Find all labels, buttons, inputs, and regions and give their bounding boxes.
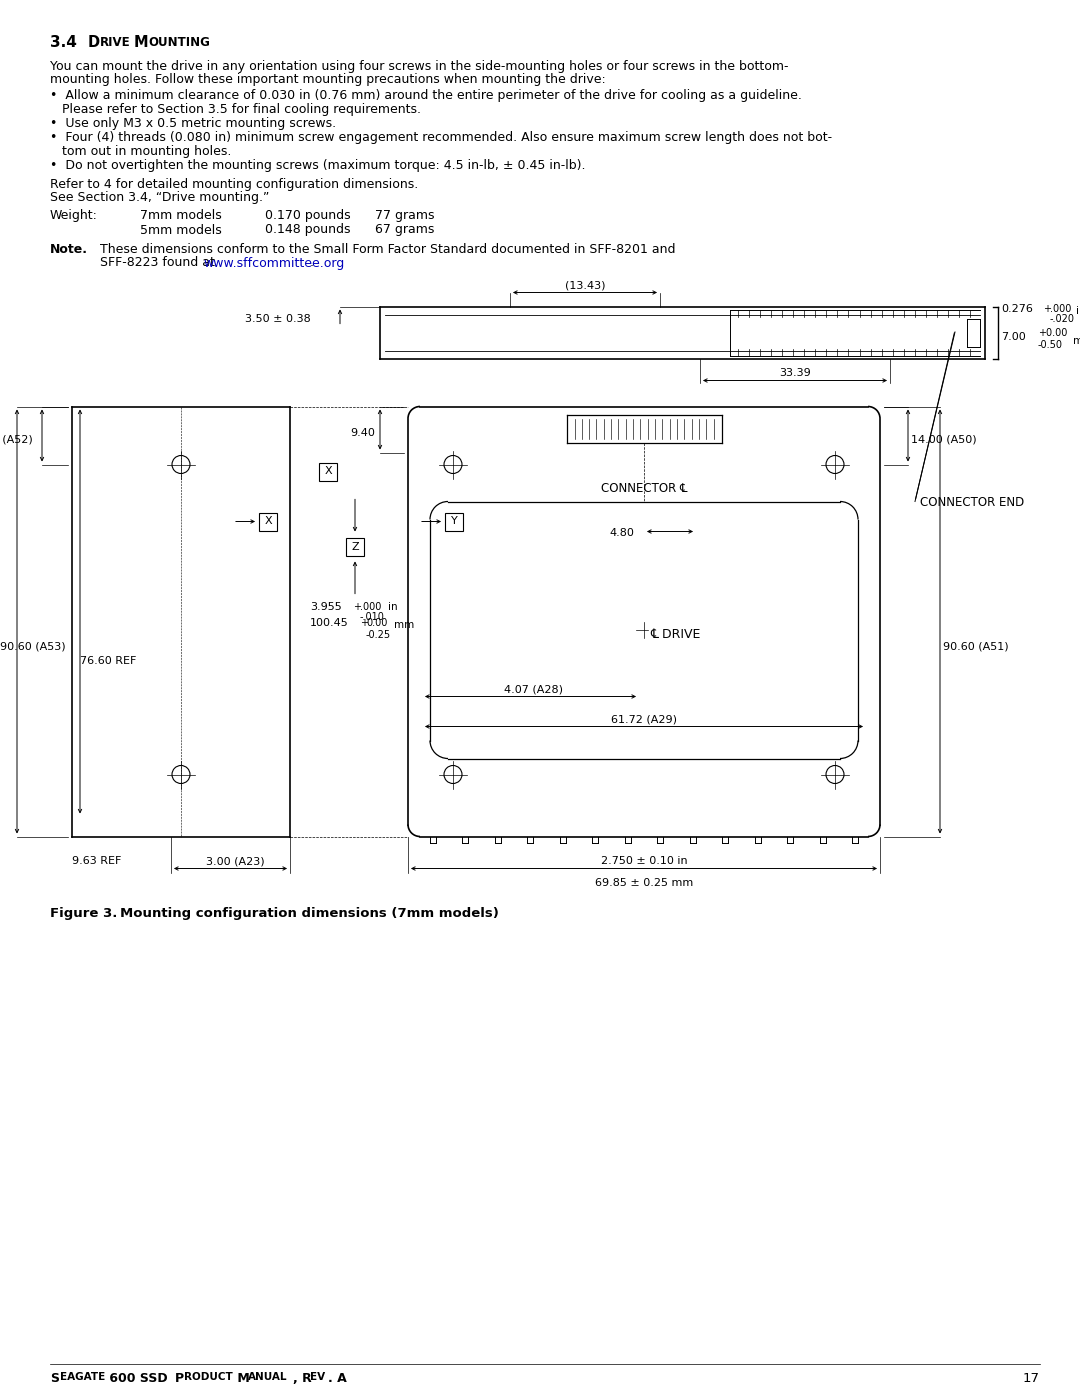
Text: ANUAL: ANUAL bbox=[248, 1372, 287, 1382]
Text: 4.07 (A28): 4.07 (A28) bbox=[503, 685, 563, 694]
Text: 0.00: 0.00 bbox=[366, 619, 388, 629]
Text: 9.40: 9.40 bbox=[350, 429, 375, 439]
Text: D: D bbox=[87, 35, 100, 50]
Text: 69.85 ± 0.25 mm: 69.85 ± 0.25 mm bbox=[595, 879, 693, 888]
Text: 14.00 (A52): 14.00 (A52) bbox=[0, 434, 32, 444]
Bar bbox=[259, 513, 276, 531]
Text: mounting holes. Follow these important mounting precautions when mounting the dr: mounting holes. Follow these important m… bbox=[50, 74, 606, 87]
Text: +: + bbox=[360, 619, 368, 629]
Text: 14.00 (A50): 14.00 (A50) bbox=[912, 434, 976, 444]
Text: +: + bbox=[1043, 305, 1051, 314]
Text: Figure 3.: Figure 3. bbox=[50, 907, 118, 919]
Text: 90.60 (A51): 90.60 (A51) bbox=[943, 641, 1009, 651]
Text: -.020: -.020 bbox=[1050, 314, 1075, 324]
Text: P: P bbox=[175, 1372, 184, 1384]
Bar bbox=[346, 538, 364, 556]
Text: 33.39: 33.39 bbox=[779, 369, 811, 379]
Text: 600 SSD: 600 SSD bbox=[105, 1372, 172, 1384]
Text: -0.50: -0.50 bbox=[1038, 339, 1063, 349]
Text: See Section 3.4, “Drive mounting.”: See Section 3.4, “Drive mounting.” bbox=[50, 191, 269, 204]
Text: RODUCT: RODUCT bbox=[184, 1372, 233, 1382]
Text: 7mm models: 7mm models bbox=[140, 210, 221, 222]
Text: www.sffcommittee.org: www.sffcommittee.org bbox=[203, 257, 345, 270]
Text: RIVE: RIVE bbox=[100, 36, 131, 49]
Bar bbox=[319, 462, 337, 481]
Text: 2.750 ± 0.10 in: 2.750 ± 0.10 in bbox=[600, 856, 687, 866]
Text: 5mm models: 5mm models bbox=[140, 224, 221, 236]
Text: SFF-8223 found at: SFF-8223 found at bbox=[100, 257, 219, 270]
Text: in: in bbox=[1076, 306, 1080, 316]
Text: 77 grams: 77 grams bbox=[375, 210, 434, 222]
Text: •  Use only M3 x 0.5 metric mounting screws.: • Use only M3 x 0.5 metric mounting scre… bbox=[50, 117, 336, 130]
Text: Mounting configuration dimensions (7mm models): Mounting configuration dimensions (7mm m… bbox=[120, 907, 499, 919]
Text: OUNTING: OUNTING bbox=[148, 36, 210, 49]
Text: mm: mm bbox=[1074, 335, 1080, 345]
Text: Please refer to Section 3.5 for final cooling requirements.: Please refer to Section 3.5 for final co… bbox=[50, 102, 421, 116]
Text: •  Allow a minimum clearance of 0.030 in (0.76 mm) around the entire perimeter o: • Allow a minimum clearance of 0.030 in … bbox=[50, 89, 801, 102]
Text: CONNECTOR ℄: CONNECTOR ℄ bbox=[600, 482, 687, 495]
Text: +: + bbox=[353, 602, 361, 612]
Text: 3.4: 3.4 bbox=[50, 35, 77, 50]
Text: mm: mm bbox=[394, 619, 415, 630]
Text: Weight:: Weight: bbox=[50, 210, 98, 222]
Text: +0.00: +0.00 bbox=[1038, 328, 1067, 338]
Text: 0.170 pounds: 0.170 pounds bbox=[265, 210, 351, 222]
Text: 61.72 (A29): 61.72 (A29) bbox=[611, 714, 677, 725]
Text: .000: .000 bbox=[360, 602, 381, 612]
Text: •  Do not overtighten the mounting screws (maximum torque: 4.5 in-lb, ± 0.45 in-: • Do not overtighten the mounting screws… bbox=[50, 159, 585, 172]
Text: -0.25: -0.25 bbox=[366, 630, 391, 640]
Text: .000: .000 bbox=[1050, 305, 1071, 314]
Text: 0.276: 0.276 bbox=[1001, 305, 1032, 314]
Text: EV: EV bbox=[310, 1372, 325, 1382]
Text: 0.148 pounds: 0.148 pounds bbox=[265, 224, 351, 236]
Text: 76.60 REF: 76.60 REF bbox=[80, 657, 136, 666]
Text: •  Four (4) threads (0.080 in) minimum screw engagement recommended. Also ensure: • Four (4) threads (0.080 in) minimum sc… bbox=[50, 131, 832, 144]
Text: ℄ DRIVE: ℄ DRIVE bbox=[650, 629, 700, 641]
Text: CONNECTOR END: CONNECTOR END bbox=[920, 496, 1024, 510]
Text: Y: Y bbox=[450, 517, 457, 527]
Text: 3.50 ± 0.38: 3.50 ± 0.38 bbox=[245, 314, 311, 324]
Text: 90.60 (A53): 90.60 (A53) bbox=[0, 641, 66, 651]
Text: .: . bbox=[310, 257, 314, 270]
Text: X: X bbox=[324, 467, 332, 476]
Text: tom out in mounting holes.: tom out in mounting holes. bbox=[50, 145, 231, 158]
Text: Note.: Note. bbox=[50, 243, 87, 256]
Text: 3.955: 3.955 bbox=[310, 602, 341, 612]
Bar bbox=[445, 513, 463, 531]
Text: 67 grams: 67 grams bbox=[375, 224, 434, 236]
Text: -.010: -.010 bbox=[360, 612, 384, 623]
Text: 4.80: 4.80 bbox=[609, 528, 634, 538]
Text: , R: , R bbox=[293, 1372, 312, 1384]
Text: (13.43): (13.43) bbox=[565, 281, 605, 291]
Text: M: M bbox=[134, 35, 149, 50]
Text: EAGATE: EAGATE bbox=[60, 1372, 105, 1382]
Text: in: in bbox=[388, 602, 397, 612]
Text: Refer to 4 for detailed mounting configuration dimensions.: Refer to 4 for detailed mounting configu… bbox=[50, 177, 418, 191]
Text: You can mount the drive in any orientation using four screws in the side-mountin: You can mount the drive in any orientati… bbox=[50, 60, 788, 73]
Text: Z: Z bbox=[351, 542, 359, 552]
Text: S: S bbox=[50, 1372, 59, 1384]
Text: 9.63 REF: 9.63 REF bbox=[72, 856, 121, 866]
Text: 7.00: 7.00 bbox=[1001, 332, 1026, 342]
Text: 100.45: 100.45 bbox=[310, 619, 349, 629]
Text: 17: 17 bbox=[1023, 1372, 1040, 1384]
Text: . A: . A bbox=[328, 1372, 347, 1384]
Text: These dimensions conform to the Small Form Factor Standard documented in SFF-820: These dimensions conform to the Small Fo… bbox=[100, 243, 675, 256]
Text: X: X bbox=[265, 517, 272, 527]
Text: M: M bbox=[233, 1372, 249, 1384]
Text: 3.00 (A23): 3.00 (A23) bbox=[206, 856, 265, 866]
